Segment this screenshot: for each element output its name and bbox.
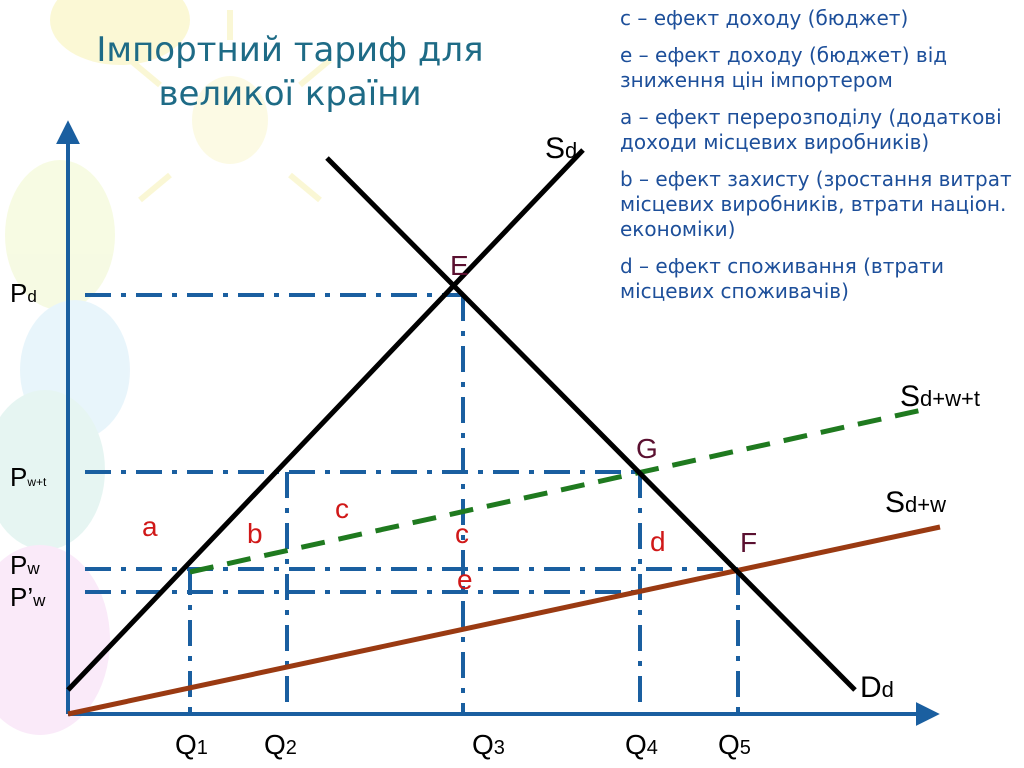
sdw-curve: [67, 524, 941, 717]
legend-item-e: e – ефект доходу (бюджет) від зниження ц…: [620, 43, 948, 92]
slide-title: Імпортний тариф для великої країни: [96, 30, 484, 114]
point-f-label: F: [740, 527, 757, 558]
q2-label: Q2: [264, 729, 297, 760]
legend-item-d: d – ефект споживання (втрати місцевих сп…: [620, 254, 944, 303]
area-e-label: e: [457, 564, 473, 595]
area-a-label: a: [142, 511, 158, 542]
pw-label: Pw: [10, 550, 40, 580]
area-c-top-label: c: [335, 493, 349, 524]
balloon-yellow-top: [50, 0, 190, 65]
balloon-green: [5, 160, 115, 310]
area-d-label: d: [650, 526, 666, 557]
legend-item-c: c – ефект доходу (бюджет): [620, 6, 909, 30]
q3-label: Q3: [472, 729, 505, 760]
balloon-blue: [20, 300, 130, 440]
sdwt-curve-label: Sd+w+t: [900, 380, 980, 413]
legend-item-b: b – ефект захисту (зростання витрат місц…: [620, 167, 1012, 241]
balloon-teal: [0, 390, 105, 550]
q5-label: Q5: [718, 729, 751, 760]
pw2-label: P’w: [10, 582, 46, 612]
pd-label: Pd: [10, 278, 37, 308]
dd-curve-label: Dd: [860, 671, 894, 704]
sd-curve-label: Sd: [545, 132, 577, 165]
sdw-curve-label: Sd+w: [885, 486, 946, 519]
dd-curve: [325, 156, 857, 692]
sun-disc: [192, 76, 268, 164]
sd-curve: [66, 148, 585, 692]
legend-panel: c – ефект доходу (бюджет) e – ефект дохо…: [620, 6, 1015, 316]
sun-rays: [128, 10, 332, 203]
point-e-label: E: [450, 250, 469, 281]
q4-label: Q4: [625, 729, 658, 760]
legend-item-a: a – ефект перерозподілу (додаткові доход…: [620, 105, 1002, 154]
pwt-label: Pw+t: [10, 462, 47, 492]
sdwt-curve: [189, 407, 923, 575]
point-g-label: G: [636, 433, 658, 464]
q1-label: Q1: [175, 729, 208, 760]
balloon-pink: [0, 545, 110, 735]
area-b-label: b: [247, 518, 263, 549]
area-c-mid-label: c: [455, 518, 469, 549]
